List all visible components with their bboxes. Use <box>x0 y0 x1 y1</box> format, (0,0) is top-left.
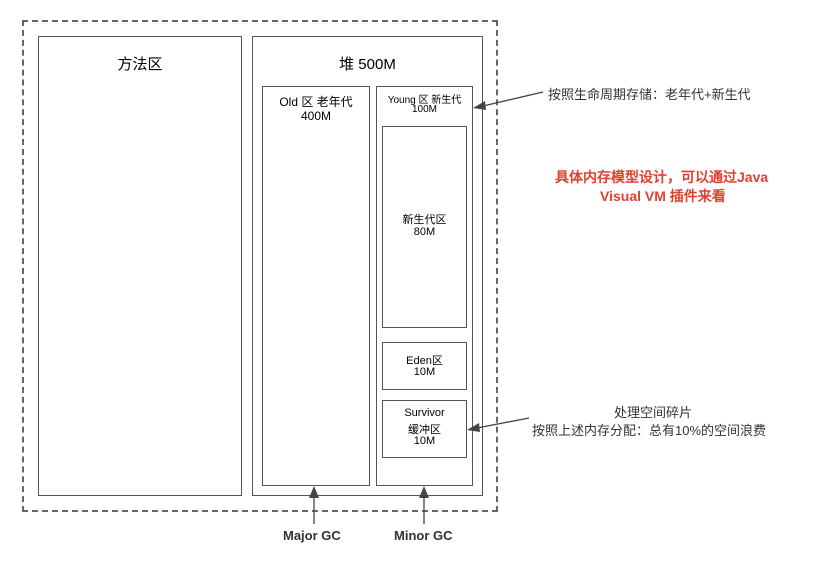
newgen-line1: 新生代区 <box>383 211 466 227</box>
method-area-box: 方法区 <box>38 36 242 496</box>
minor-gc-label: Minor GC <box>394 528 453 543</box>
newgen-box: 新生代区 80M <box>382 126 467 328</box>
heap-title: 堆 500M <box>253 53 482 74</box>
annotation-lifecycle: 按照生命周期存储：老年代+新生代 <box>548 84 751 103</box>
old-gen-line2: 400M <box>263 109 369 123</box>
arrow-lifecycle <box>473 86 545 110</box>
survivor-line3: 10M <box>383 435 466 447</box>
arrow-fragment <box>467 414 531 434</box>
survivor-box: Survivor 缓冲区 10M <box>382 400 467 458</box>
major-gc-label: Major GC <box>283 528 341 543</box>
old-gen-box: Old 区 老年代 400M <box>262 86 370 486</box>
annotation-red-line2: Visual VM 插件来看 <box>600 186 726 206</box>
eden-box: Eden区 10M <box>382 342 467 390</box>
annotation-frag-line1: 处理空间碎片 <box>614 402 692 421</box>
young-gen-line2: 100M <box>377 104 472 115</box>
arrow-major-gc <box>304 486 324 526</box>
old-gen-line1: Old 区 老年代 <box>263 93 369 110</box>
survivor-line1: Survivor <box>383 407 466 419</box>
annotation-red-line1: 具体内存模型设计，可以通过Java <box>555 167 768 187</box>
eden-line2: 10M <box>383 366 466 378</box>
newgen-line2: 80M <box>383 226 466 238</box>
arrow-minor-gc <box>414 486 434 526</box>
annotation-frag-line2: 按照上述内存分配：总有10%的空间浪费 <box>532 420 766 439</box>
method-area-title: 方法区 <box>39 53 241 74</box>
